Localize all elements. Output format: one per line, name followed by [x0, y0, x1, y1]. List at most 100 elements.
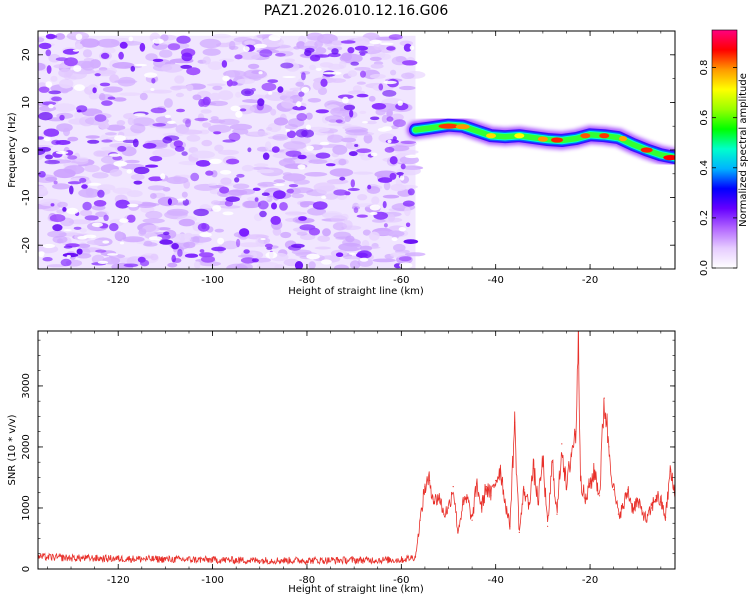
noise-blob-light — [53, 168, 76, 179]
noise-blob-dark — [42, 257, 53, 262]
noise-blob-dark — [234, 177, 240, 183]
noise-blob-light — [315, 47, 327, 55]
snr-point — [589, 483, 591, 485]
spectrogram-xlabel: Height of straight line (km) — [288, 286, 424, 297]
noise-blob-light — [356, 81, 366, 85]
noise-blob-light — [112, 187, 132, 194]
noise-blob-dark — [219, 186, 230, 194]
noise-blob-light — [188, 236, 212, 243]
noise-blob-light — [390, 183, 407, 192]
noise-blob-light — [206, 83, 226, 87]
noise-blob-dark — [312, 201, 328, 210]
noise-blob-light — [67, 136, 79, 142]
noise-blob-light — [224, 70, 241, 78]
noise-blob-dark — [152, 58, 164, 63]
noise-blob-light — [142, 90, 165, 94]
noise-blob-light — [152, 148, 176, 158]
noise-blob-light — [109, 169, 123, 177]
noise-blob-dark — [181, 151, 188, 156]
noise-blob-dark — [151, 78, 156, 84]
noise-gap — [391, 237, 398, 242]
signal-hotspot — [599, 133, 610, 139]
noise-blob-dark — [348, 151, 358, 157]
noise-gap — [222, 211, 234, 216]
noise-gap — [148, 236, 163, 241]
noise-blob-dark — [43, 128, 60, 137]
noise-blob-light — [202, 48, 221, 56]
noise-blob-dark — [94, 114, 107, 122]
snr-point — [462, 504, 464, 506]
snr-xtick-label: -60 — [393, 575, 409, 586]
noise-blob-light — [359, 245, 373, 252]
noise-blob-light — [293, 46, 301, 50]
noise-blob-light — [399, 85, 416, 91]
noise-blob-light — [327, 123, 352, 127]
noise-blob-light — [352, 36, 371, 47]
snr-point — [594, 470, 596, 472]
noise-blob-light — [113, 97, 127, 102]
noise-gap — [48, 104, 54, 109]
noise-blob-dark — [103, 214, 109, 221]
noise-gap — [45, 81, 53, 88]
noise-blob-light — [68, 219, 92, 225]
snr-point — [495, 479, 497, 482]
noise-gap — [77, 236, 88, 240]
noise-blob-dark — [132, 138, 139, 148]
noise-blob-light — [372, 258, 396, 263]
noise-blob-light — [181, 191, 188, 198]
noise-gap — [282, 76, 296, 78]
noise-blob-light — [313, 182, 335, 192]
noise-blob-dark — [331, 48, 339, 55]
noise-blob-light — [312, 80, 323, 91]
noise-gap — [258, 71, 263, 75]
noise-blob-dark — [264, 243, 273, 248]
noise-blob-light — [379, 134, 387, 142]
noise-blob-light — [104, 132, 117, 136]
noise-blob-dark — [382, 201, 387, 209]
noise-gap — [128, 36, 134, 42]
noise-blob-dark — [87, 139, 100, 144]
noise-blob-dark — [398, 256, 412, 262]
noise-blob-dark — [139, 42, 146, 52]
noise-gap — [91, 222, 103, 228]
noise-gap — [370, 152, 378, 157]
noise-blob-dark — [45, 49, 52, 57]
noise-blob-light — [179, 129, 203, 135]
noise-blob-light — [381, 114, 389, 123]
spectrogram-xtick-label: -20 — [582, 275, 598, 286]
noise-gap — [176, 198, 187, 201]
noise-blob-light — [333, 231, 352, 239]
snr-point — [622, 507, 624, 509]
noise-gap — [43, 137, 51, 142]
noise-blob-dark — [149, 155, 163, 162]
snr-frame — [37, 330, 676, 570]
snr-point — [556, 513, 558, 515]
noise-blob-dark — [371, 103, 387, 110]
noise-blob-dark — [59, 114, 65, 121]
noise-blob-light — [116, 120, 126, 126]
noise-blob-dark — [202, 96, 211, 106]
noise-blob-dark — [275, 52, 286, 57]
noise-blob-dark — [400, 163, 406, 170]
noise-blob-light — [250, 251, 258, 260]
noise-blob-dark — [257, 98, 265, 107]
noise-blob-light — [200, 109, 212, 114]
noise-blob-dark — [259, 210, 267, 218]
noise-gap — [42, 243, 56, 249]
noise-blob-dark — [359, 52, 366, 56]
noise-blob-dark — [226, 79, 233, 87]
noise-gap — [87, 182, 102, 186]
noise-blob-dark — [38, 147, 46, 156]
noise-blob-light — [401, 165, 423, 170]
snr-point — [561, 443, 563, 445]
snr-point — [485, 486, 487, 488]
noise-blob-dark — [82, 201, 92, 211]
noise-blob-dark — [325, 163, 336, 167]
noise-blob-light — [270, 108, 277, 116]
noise-blob-dark — [392, 136, 397, 142]
colorbar-tick-label: 0.8 — [699, 60, 710, 76]
noise-blob-dark — [261, 192, 270, 196]
noise-blob-dark — [386, 46, 396, 51]
noise-blob-dark — [185, 119, 191, 128]
noise-blob-light — [165, 176, 189, 184]
